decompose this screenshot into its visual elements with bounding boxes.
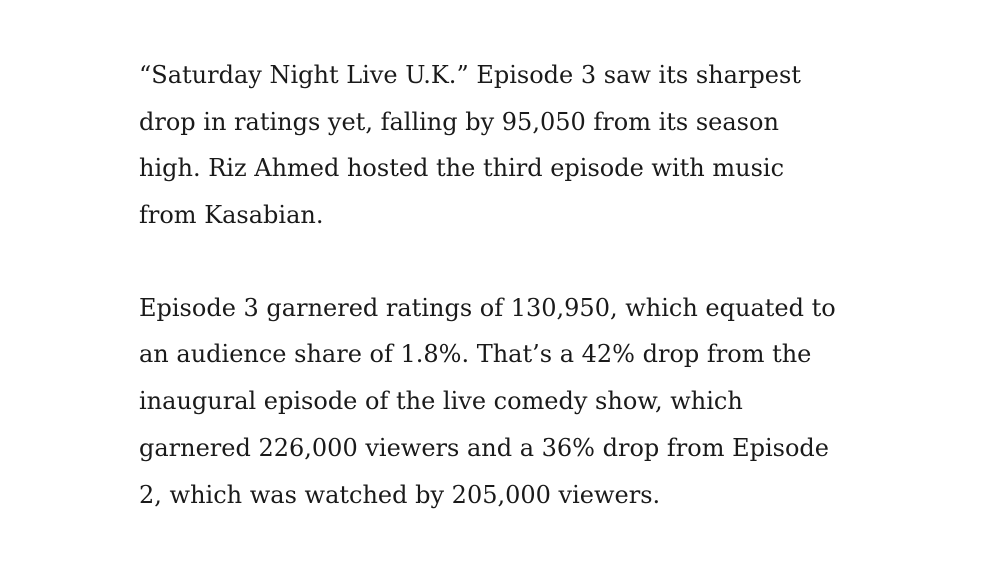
text-line: “Saturday Night Live U.K.” Episode 3 saw… bbox=[139, 61, 801, 89]
paragraph: “Saturday Night Live U.K.” Episode 3 saw… bbox=[139, 52, 959, 239]
text-line: high. Riz Ahmed hosted the third episode… bbox=[139, 154, 785, 183]
text-line: Episode 3 garnered ratings of 130,950, w… bbox=[139, 293, 836, 322]
article: “Saturday Night Live U.K.” Episode 3 saw… bbox=[139, 52, 959, 564]
text-line: 2, which was watched by 205,000 viewers. bbox=[139, 480, 661, 509]
text-line: an audience share of 1.8%. That’s a 42% … bbox=[139, 340, 812, 369]
page: {"paragraphs": [ {"lines": ["“Saturday N… bbox=[139, 61, 836, 509]
text-line: garnered 226,000 viewers and a 36% drop … bbox=[139, 433, 829, 462]
text-line: inaugural episode of the live comedy sho… bbox=[139, 387, 743, 416]
paragraph: Episode 3 garnered ratings of 130,950, w… bbox=[139, 285, 959, 518]
text-line: drop in ratings yet, falling by 95,050 f… bbox=[139, 107, 779, 136]
text-line: from Kasabian. bbox=[139, 201, 324, 230]
